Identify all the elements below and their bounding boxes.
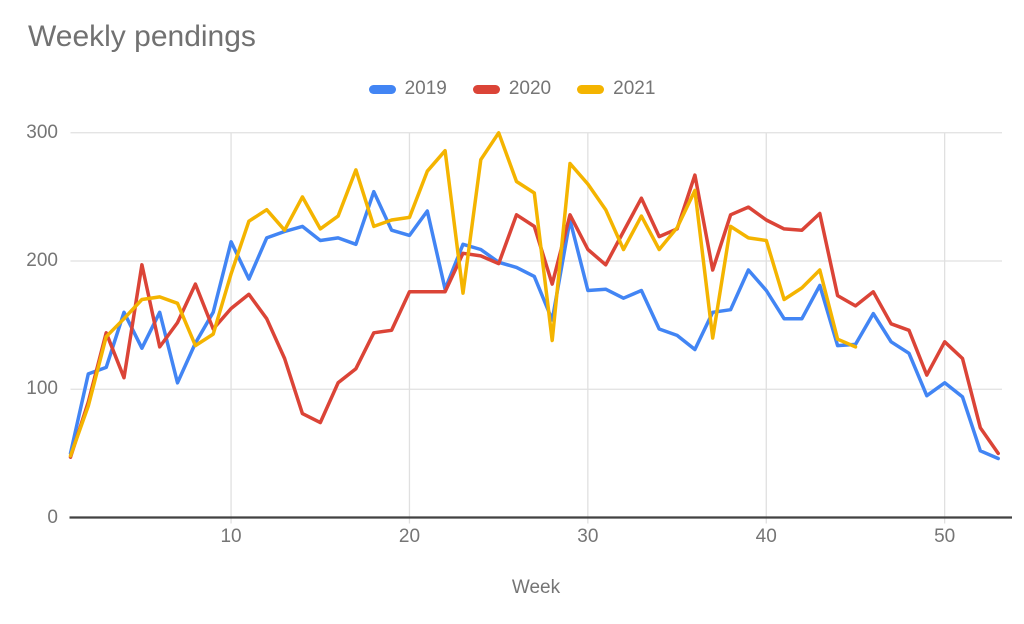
legend-label: 2019 [404,78,447,99]
series-line-2019[interactable] [68,189,1000,461]
x-tick-label: 30 [577,526,599,547]
y-tick-label: 100 [26,378,58,400]
y-tick-label: 200 [26,250,58,271]
series-line-2020[interactable] [68,173,1000,459]
legend-item-2020[interactable]: 2020 [472,78,552,100]
legend-swatch-icon [577,84,605,94]
y-tick-label: 300 [26,121,58,143]
legend-item-2021[interactable]: 2021 [577,78,655,100]
legend-swatch-icon [472,84,500,94]
series-line-2021[interactable] [68,131,858,458]
legend-label: 2020 [508,78,552,99]
chart-title: Weekly pendings [28,20,256,53]
x-tick-label: 50 [934,526,956,547]
x-axis-title: Week [511,577,561,598]
legend-item-2019[interactable]: 2019 [368,78,447,100]
x-tick-label: 20 [398,526,421,547]
legend-swatch-icon [368,84,396,94]
x-tick-label: 10 [220,526,242,547]
y-tick-label: 0 [47,506,58,528]
x-tick-label: 40 [755,526,777,547]
legend-label: 2021 [613,78,656,99]
chart-legend: 2019 2020 2021 [0,78,1024,100]
